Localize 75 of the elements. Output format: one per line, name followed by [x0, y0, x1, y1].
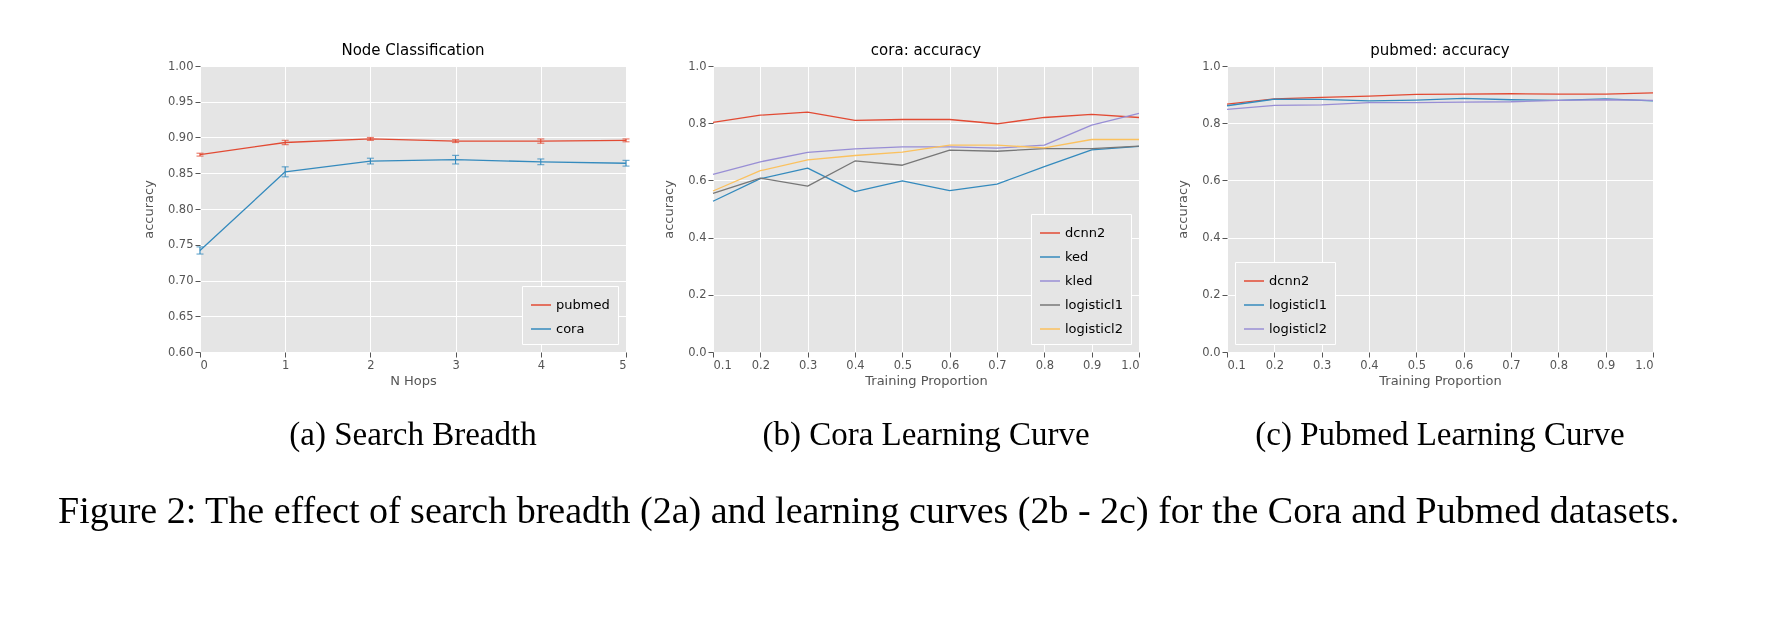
caption: Figure 2: The effect of search breadth (2a) and learning curves (2b - 2c) for the Cora and Pubmed datasets.	[58, 488, 1681, 532]
x-tick-label: 2	[367, 357, 375, 372]
x-tick-label: 1.0	[1635, 357, 1654, 372]
x-tick-label: 0.2	[1265, 357, 1284, 372]
y-tick-label: 1.0	[688, 58, 707, 73]
x-tick-label: 3	[452, 357, 460, 372]
text: (b) Cora Learning Curve	[761, 416, 1091, 453]
y-tick-label: 0.85	[167, 165, 194, 180]
legend-label: logisticl2	[1065, 321, 1123, 336]
x-tick-label: 0.5	[893, 357, 912, 372]
y-tick-label: 0.2	[1202, 287, 1221, 302]
legend-label: kled	[1065, 273, 1093, 288]
x-tick-label: 0.5	[1407, 357, 1426, 372]
legend-label: cora	[556, 321, 585, 336]
x-axis-title: Training Proportion	[864, 373, 988, 388]
legend-label: logisticl1	[1269, 297, 1327, 312]
y-tick-label: 0.8	[1202, 115, 1221, 130]
y-tick-label: 0.60	[167, 344, 194, 359]
x-tick-label: 0.8	[1035, 357, 1054, 372]
y-axis-title: accuracy	[661, 179, 677, 239]
legend-label: pubmed	[556, 297, 610, 312]
y-tick-label: 0.75	[167, 237, 194, 252]
x-tick-label: 0.6	[1455, 357, 1474, 372]
y-tick-label: 0.4	[688, 230, 707, 245]
y-tick-label: 0.4	[1202, 230, 1221, 245]
x-tick-label: 4	[537, 357, 545, 372]
x-tick-label: 0.4	[846, 357, 865, 372]
x-tick-label: 0.6	[941, 357, 960, 372]
legend-label: dcnn2	[1269, 273, 1310, 288]
legend-label: logisticl1	[1065, 297, 1123, 312]
y-tick-label: 1.0	[1202, 58, 1221, 73]
y-tick-label: 0.0	[1202, 344, 1221, 359]
y-axis-title: accuracy	[1175, 179, 1191, 239]
x-tick-label: 1.0	[1121, 357, 1140, 372]
x-tick-label: 0.1	[1227, 357, 1246, 372]
y-tick-label: 0.65	[167, 308, 194, 323]
x-tick-label: 0.4	[1360, 357, 1379, 372]
x-tick-label: 1	[282, 357, 290, 372]
y-tick-label: 0.2	[688, 287, 707, 302]
x-tick-label: 0.9	[1597, 357, 1616, 372]
x-axis-title: N Hops	[390, 373, 438, 388]
legend-label: ked	[1065, 249, 1089, 264]
x-tick-label: 0.2	[751, 357, 770, 372]
chart-title: Node Classification	[341, 41, 485, 59]
x-tick-label: 0.3	[799, 357, 818, 372]
chart-title: pubmed: accuracy	[1370, 41, 1510, 59]
y-tick-label: 0.95	[167, 94, 194, 109]
line-series	[712, 138, 1140, 192]
text: (a) Search Breadth	[288, 416, 538, 453]
line-series	[712, 112, 1140, 176]
y-tick-label: 0.90	[167, 130, 194, 144]
x-tick-label: 0.3	[1313, 357, 1332, 372]
y-axis-title: accuracy	[140, 179, 156, 239]
y-tick-label: 0.70	[167, 273, 194, 287]
x-tick-label: 5	[619, 357, 627, 372]
y-tick-label: 0.0	[688, 344, 707, 359]
x-tick-label: 0.1	[713, 357, 732, 372]
y-tick-label: 0.6	[688, 172, 707, 187]
line-series	[712, 111, 1140, 125]
line-series	[1226, 92, 1654, 105]
x-axis-title: Training Proportion	[1378, 373, 1502, 388]
legend-label: logisticl2	[1269, 321, 1327, 336]
legend-label: dcnn2	[1065, 225, 1106, 240]
x-tick-label: 0.7	[988, 357, 1007, 372]
chart-title: cora: accuracy	[870, 41, 982, 59]
y-tick-label: 1.00	[167, 58, 194, 73]
x-tick-label: 0.8	[1549, 357, 1568, 372]
x-tick-label: 0.9	[1083, 357, 1102, 372]
y-tick-label: 0.8	[688, 115, 707, 130]
x-tick-label: 0	[200, 357, 208, 372]
line-series	[1226, 99, 1654, 111]
y-tick-label: 0.80	[167, 201, 194, 216]
y-tick-label: 0.6	[1202, 172, 1221, 187]
x-tick-label: 0.7	[1502, 357, 1521, 372]
text: (c) Pubmed Learning Curve	[1254, 416, 1626, 453]
